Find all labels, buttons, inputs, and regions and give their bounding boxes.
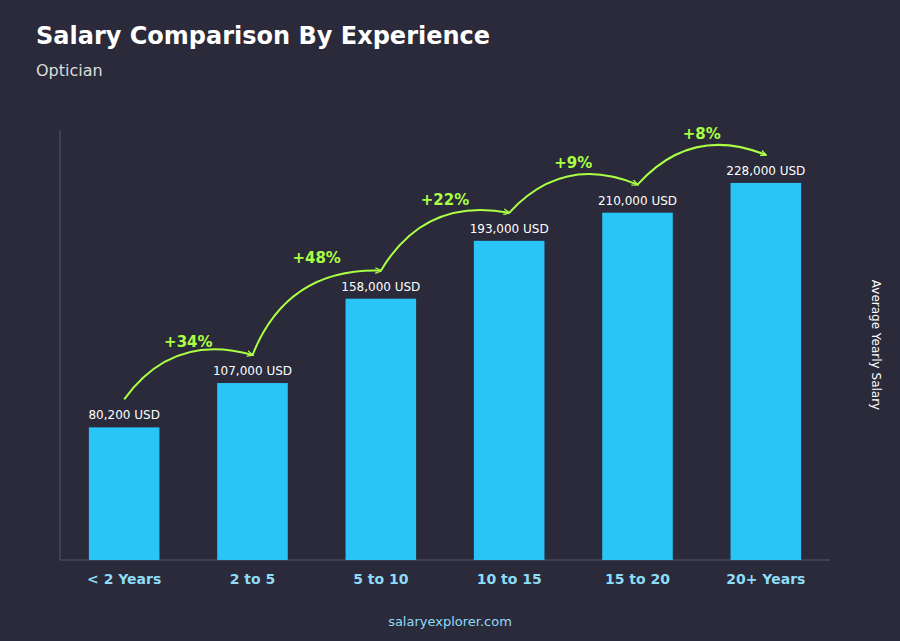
bars [89,183,801,560]
subtitle: Optician [36,61,103,80]
y-axis-line [60,130,61,560]
data-label: 107,000 USD [213,364,292,378]
annotation-arrow [124,349,252,399]
bar [346,299,417,560]
annotation-label: +8% [683,125,721,143]
annotation-label: +9% [554,154,592,172]
annotation-arrow [509,174,637,213]
title: Salary Comparison By Experience [36,22,490,50]
data-label: 80,200 USD [88,408,159,422]
x-tick-label: 2 to 5 [230,571,276,587]
x-tick-label: 5 to 10 [353,571,409,587]
data-label: 193,000 USD [470,222,549,236]
annotation-label: +34% [164,333,212,351]
data-label: 210,000 USD [598,194,677,208]
annotation-label: +22% [421,191,469,209]
annotations: +34% +48% +22% +9% +8% [124,125,766,399]
x-tick-label: 10 to 15 [477,571,542,587]
x-axis-line [60,560,830,561]
bar [217,383,288,560]
data-label: 158,000 USD [341,280,420,294]
x-tick-label: 20+ Years [726,571,805,587]
data-label: 228,000 USD [726,164,805,178]
annotation-arrow [638,145,766,185]
bar [89,427,160,560]
annotation-arrow [253,271,381,355]
bar [602,213,673,560]
bar [731,183,802,560]
chart-container: Salary Comparison By Experience Optician <… [0,0,900,641]
bar [474,241,545,560]
annotation-label: +48% [292,249,340,267]
footer: salaryexplorer.com [388,614,512,629]
chart-svg: Salary Comparison By Experience Optician <… [0,0,900,641]
annotation-arrow [381,210,509,271]
y-axis-label: Average Yearly Salary [869,280,883,410]
x-tick-label: 15 to 20 [605,571,670,587]
x-tick-label: < 2 Years [87,571,161,587]
